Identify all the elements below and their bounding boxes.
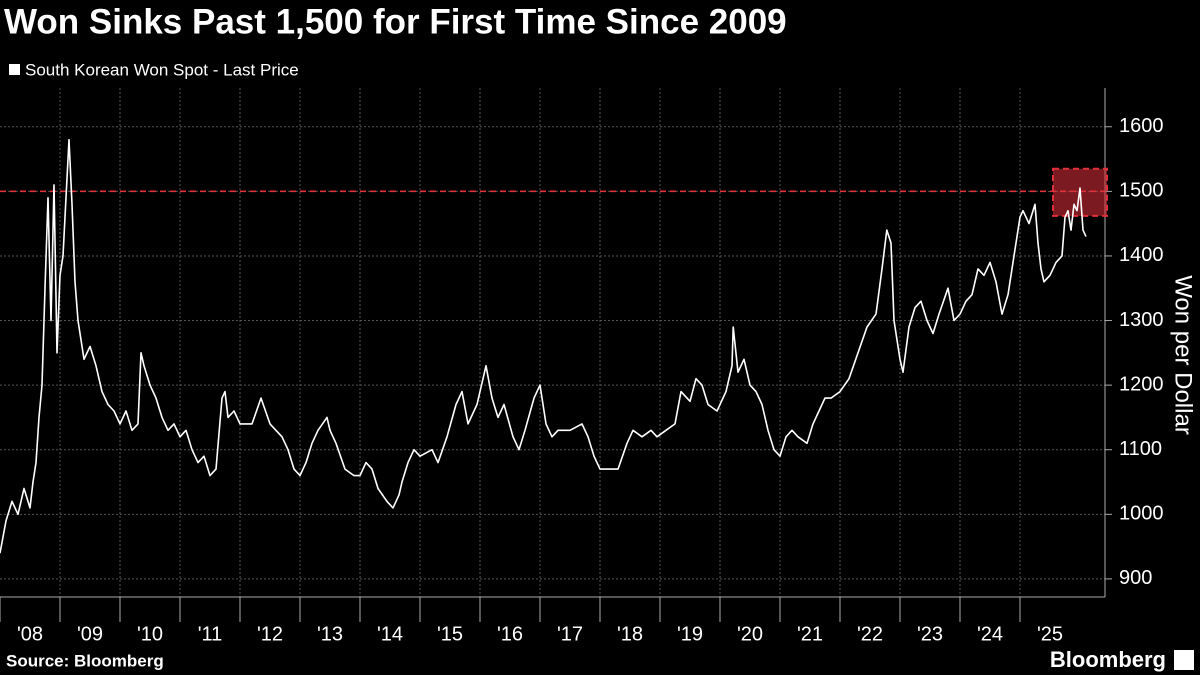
legend-label: South Korean Won Spot - Last Price (25, 60, 299, 79)
y-tick-label: 1500 (1119, 180, 1164, 202)
x-tick-label: '20 (737, 623, 763, 645)
brand-icon (1174, 650, 1194, 670)
x-tick-label: '10 (137, 623, 163, 645)
x-tick-label: '19 (677, 623, 703, 645)
legend-swatch (9, 64, 20, 75)
source: Source: Bloomberg (6, 651, 164, 670)
x-tick-label: '12 (257, 623, 283, 645)
x-tick-label: '23 (917, 623, 943, 645)
y-tick-label: 1300 (1119, 309, 1164, 331)
y-tick-label: 1200 (1119, 373, 1164, 395)
x-tick-label: '16 (497, 623, 523, 645)
y-tick-label: 1400 (1119, 244, 1164, 266)
y-tick-label: 900 (1119, 567, 1152, 589)
x-tick-label: '18 (617, 623, 643, 645)
x-tick-label: '09 (77, 623, 103, 645)
x-tick-label: '24 (977, 623, 1003, 645)
y-tick-label: 1000 (1119, 503, 1164, 525)
brand: Bloomberg (1050, 647, 1166, 672)
y-tick-label: 1100 (1119, 438, 1162, 460)
x-tick-label: '08 (17, 623, 43, 645)
chart-title: Won Sinks Past 1,500 for First Time Sinc… (4, 2, 787, 41)
x-tick-label: '13 (317, 623, 343, 645)
x-tick-label: '22 (857, 623, 883, 645)
x-tick-label: '11 (198, 623, 223, 645)
line (0, 138, 1087, 554)
x-tick-label: '17 (557, 623, 583, 645)
y-axis-title: Won per Dollar (1170, 275, 1197, 435)
y-tick-label: 1600 (1119, 115, 1164, 137)
x-tick-label: '15 (437, 623, 463, 645)
x-tick-label: '21 (797, 623, 823, 645)
x-tick-label: '14 (377, 623, 403, 645)
x-tick-label: '25 (1037, 623, 1063, 645)
